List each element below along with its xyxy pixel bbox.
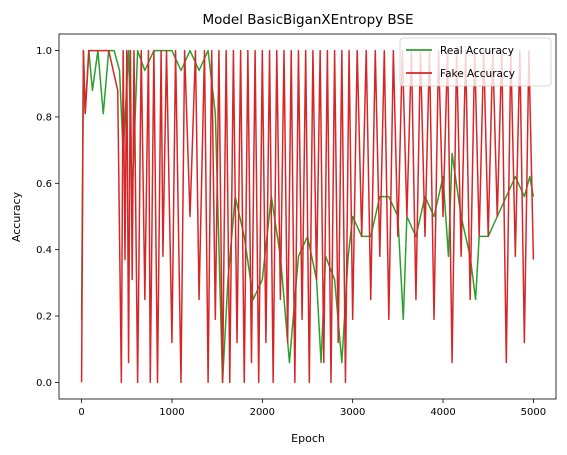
legend-label-fake-accuracy: Fake Accuracy	[440, 68, 515, 80]
plot-area	[58, 33, 557, 400]
x-axis-label: Epoch	[291, 432, 325, 445]
x-tick-label: 5000	[521, 407, 546, 418]
x-tick-label: 2000	[250, 407, 275, 418]
x-tick-label: 4000	[430, 407, 455, 418]
y-tick-label: 0.8	[36, 112, 52, 123]
x-axis: 0 1000 2000 3000 4000 5000	[78, 399, 546, 418]
legend: Real Accuracy Fake Accuracy	[399, 37, 552, 87]
y-tick-label: 0.0	[36, 378, 52, 389]
y-tick-label: 0.2	[36, 312, 52, 323]
legend-label-real-accuracy: Real Accuracy	[440, 45, 514, 57]
plot-frame	[58, 33, 557, 400]
y-tick-label: 0.4	[36, 245, 52, 256]
legend-box	[399, 37, 552, 87]
y-axis: 0.0 0.2 0.4 0.6 0.8 1.0	[36, 46, 59, 389]
y-tick-label: 1.0	[36, 46, 52, 57]
y-axis-label: Accuracy	[10, 191, 23, 242]
y-tick-label: 0.6	[36, 179, 52, 190]
x-tick-label: 3000	[340, 407, 365, 418]
chart-title: Model BasicBiganXEntropy BSE	[202, 12, 413, 28]
x-tick-label: 0	[78, 407, 84, 418]
x-tick-label: 1000	[159, 407, 184, 418]
